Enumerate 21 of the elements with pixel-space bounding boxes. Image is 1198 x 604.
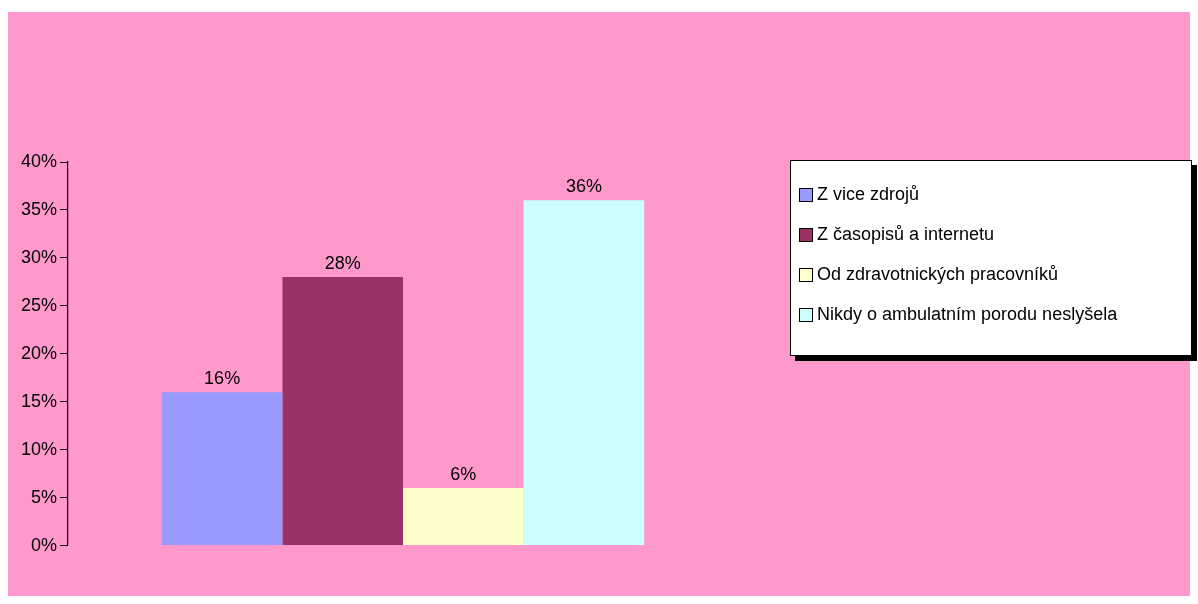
bar	[282, 277, 404, 546]
data-label: 6%	[450, 464, 477, 485]
y-tick-label: 30%	[21, 246, 58, 267]
y-tick-label: 15%	[21, 390, 58, 411]
y-tick-label: 25%	[21, 294, 58, 315]
data-label: 16%	[204, 368, 241, 389]
bar	[403, 488, 524, 546]
y-tick-label: 20%	[21, 342, 58, 363]
data-label: 36%	[565, 176, 602, 197]
bar	[161, 392, 283, 546]
y-tick-label: 5%	[31, 486, 58, 507]
legend-label: Nikdy o ambulatním porodu neslyšela	[817, 303, 1118, 325]
data-label: 28%	[324, 253, 361, 274]
bar	[523, 200, 645, 546]
legend-label: Z časopisů a internetu	[817, 223, 995, 245]
y-tick-label: 35%	[21, 198, 58, 219]
y-tick-label: 0%	[31, 534, 58, 555]
y-tick-label: 40%	[21, 150, 58, 171]
legend-label: Z vice zdrojů	[817, 183, 920, 205]
legend-label: Od zdravotnických pracovníků	[817, 263, 1059, 285]
y-tick-label: 10%	[21, 438, 58, 459]
